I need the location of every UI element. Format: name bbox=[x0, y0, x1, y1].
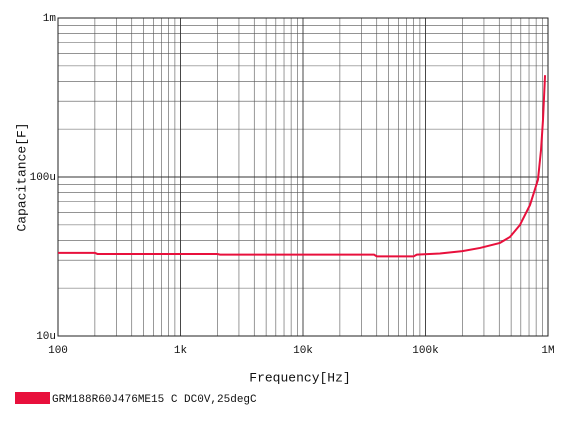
x-axis-label: Frequency[Hz] bbox=[249, 370, 350, 385]
y-tick-label: 100u bbox=[30, 172, 56, 184]
legend-swatch bbox=[15, 392, 50, 404]
y-axis-label: Capacitance[F] bbox=[14, 122, 29, 231]
x-tick-label: 1k bbox=[174, 345, 188, 357]
y-tick-label: 1m bbox=[43, 13, 57, 25]
x-tick-label: 100 bbox=[48, 345, 68, 357]
y-tick-label: 10u bbox=[36, 331, 56, 343]
plot-frame bbox=[57, 17, 549, 337]
x-tick-label: 10k bbox=[293, 345, 313, 357]
series-line bbox=[58, 75, 547, 258]
legend-label: GRM188R60J476ME15 C DC0V,25degC bbox=[52, 394, 257, 406]
x-tick-label: 100k bbox=[412, 345, 439, 357]
x-tick-label: 1M bbox=[541, 345, 554, 357]
